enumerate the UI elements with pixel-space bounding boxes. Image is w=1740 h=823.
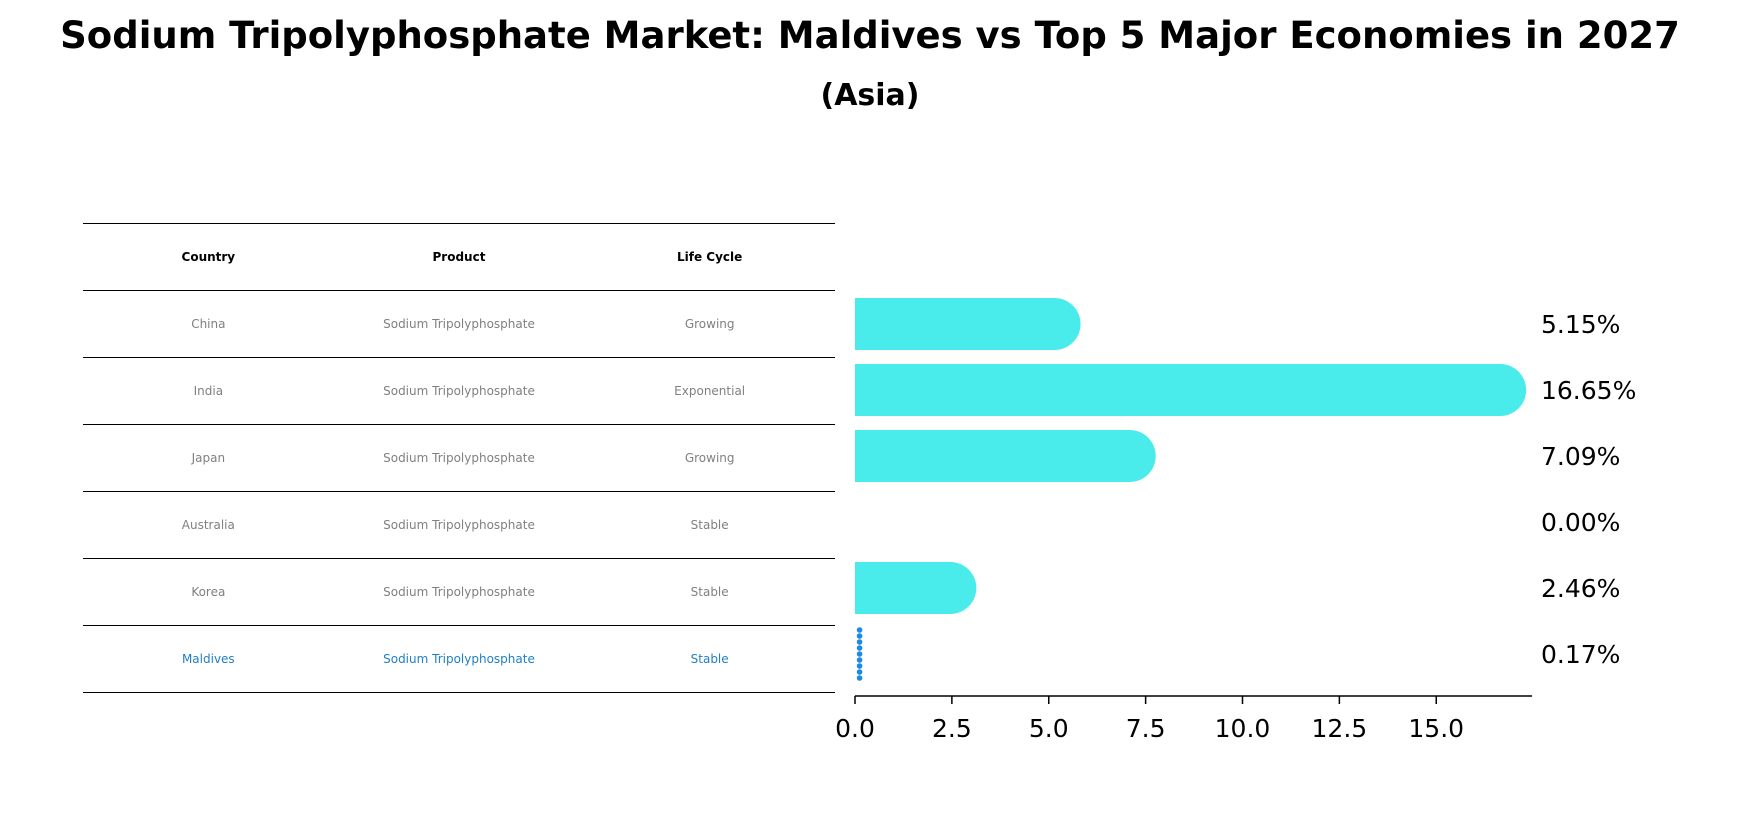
cell-product: Sodium Tripolyphosphate [333, 625, 585, 693]
bar-dot-maldives [856, 669, 863, 675]
table-row: India Sodium Tripolyphosphate Exponentia… [83, 357, 835, 425]
bar-china [855, 298, 1081, 350]
country-table: Country Product Life Cycle China Sodium … [83, 223, 835, 693]
bar-dot-maldives [856, 645, 863, 651]
header-life-cycle: Life Cycle [584, 223, 835, 291]
cell-country: India [83, 357, 334, 425]
bar-dot-maldives [856, 651, 863, 657]
bar-japan [855, 430, 1156, 482]
bar-dot-maldives [856, 639, 863, 645]
bar-dot-maldives [856, 633, 863, 639]
x-tick-label: 5.0 [1029, 714, 1069, 743]
bar-dot-maldives [856, 657, 863, 663]
value-label-japan: 7.09% [1541, 442, 1620, 471]
cell-life-cycle: Growing [584, 290, 835, 358]
cell-country: China [83, 290, 334, 358]
bar-dot-maldives [856, 663, 863, 669]
cell-product: Sodium Tripolyphosphate [333, 290, 585, 358]
table-row: Korea Sodium Tripolyphosphate Stable [83, 558, 835, 626]
chart-title: Sodium Tripolyphosphate Market: Maldives… [60, 14, 1680, 57]
cell-life-cycle: Stable [584, 491, 835, 559]
value-label-australia: 0.00% [1541, 508, 1620, 537]
table-header-row: Country Product Life Cycle [83, 223, 835, 291]
cell-product: Sodium Tripolyphosphate [333, 491, 585, 559]
cell-country: Japan [83, 424, 334, 492]
x-tick-label: 7.5 [1126, 714, 1166, 743]
bar-dot-maldives [856, 627, 863, 633]
value-label-india: 16.65% [1541, 376, 1636, 405]
cell-life-cycle: Stable [584, 558, 835, 626]
header-country: Country [83, 223, 334, 291]
cell-product: Sodium Tripolyphosphate [333, 357, 585, 425]
cell-life-cycle: Stable [584, 625, 835, 693]
x-tick-label: 15.0 [1408, 714, 1464, 743]
x-tick-label: 0.0 [835, 714, 875, 743]
x-tick-label: 10.0 [1215, 714, 1271, 743]
value-label-korea: 2.46% [1541, 574, 1620, 603]
x-tick-label: 12.5 [1312, 714, 1368, 743]
header-product: Product [333, 223, 585, 291]
cell-country: Australia [83, 491, 334, 559]
value-label-maldives: 0.17% [1541, 640, 1620, 669]
x-tick-label: 2.5 [932, 714, 972, 743]
chart-subtitle: (Asia) [820, 78, 920, 113]
bar-dot-maldives [856, 675, 863, 681]
cell-country: Korea [83, 558, 334, 626]
table-row-highlight: Maldives Sodium Tripolyphosphate Stable [83, 625, 835, 693]
bar-india [855, 364, 1527, 416]
cell-life-cycle: Growing [584, 424, 835, 492]
cell-country: Maldives [83, 625, 334, 693]
bar-korea [855, 562, 977, 614]
table-row: China Sodium Tripolyphosphate Growing [83, 290, 835, 358]
table-row: Australia Sodium Tripolyphosphate Stable [83, 491, 835, 559]
value-label-china: 5.15% [1541, 310, 1620, 339]
cell-life-cycle: Exponential [584, 357, 835, 425]
table-row: Japan Sodium Tripolyphosphate Growing [83, 424, 835, 492]
